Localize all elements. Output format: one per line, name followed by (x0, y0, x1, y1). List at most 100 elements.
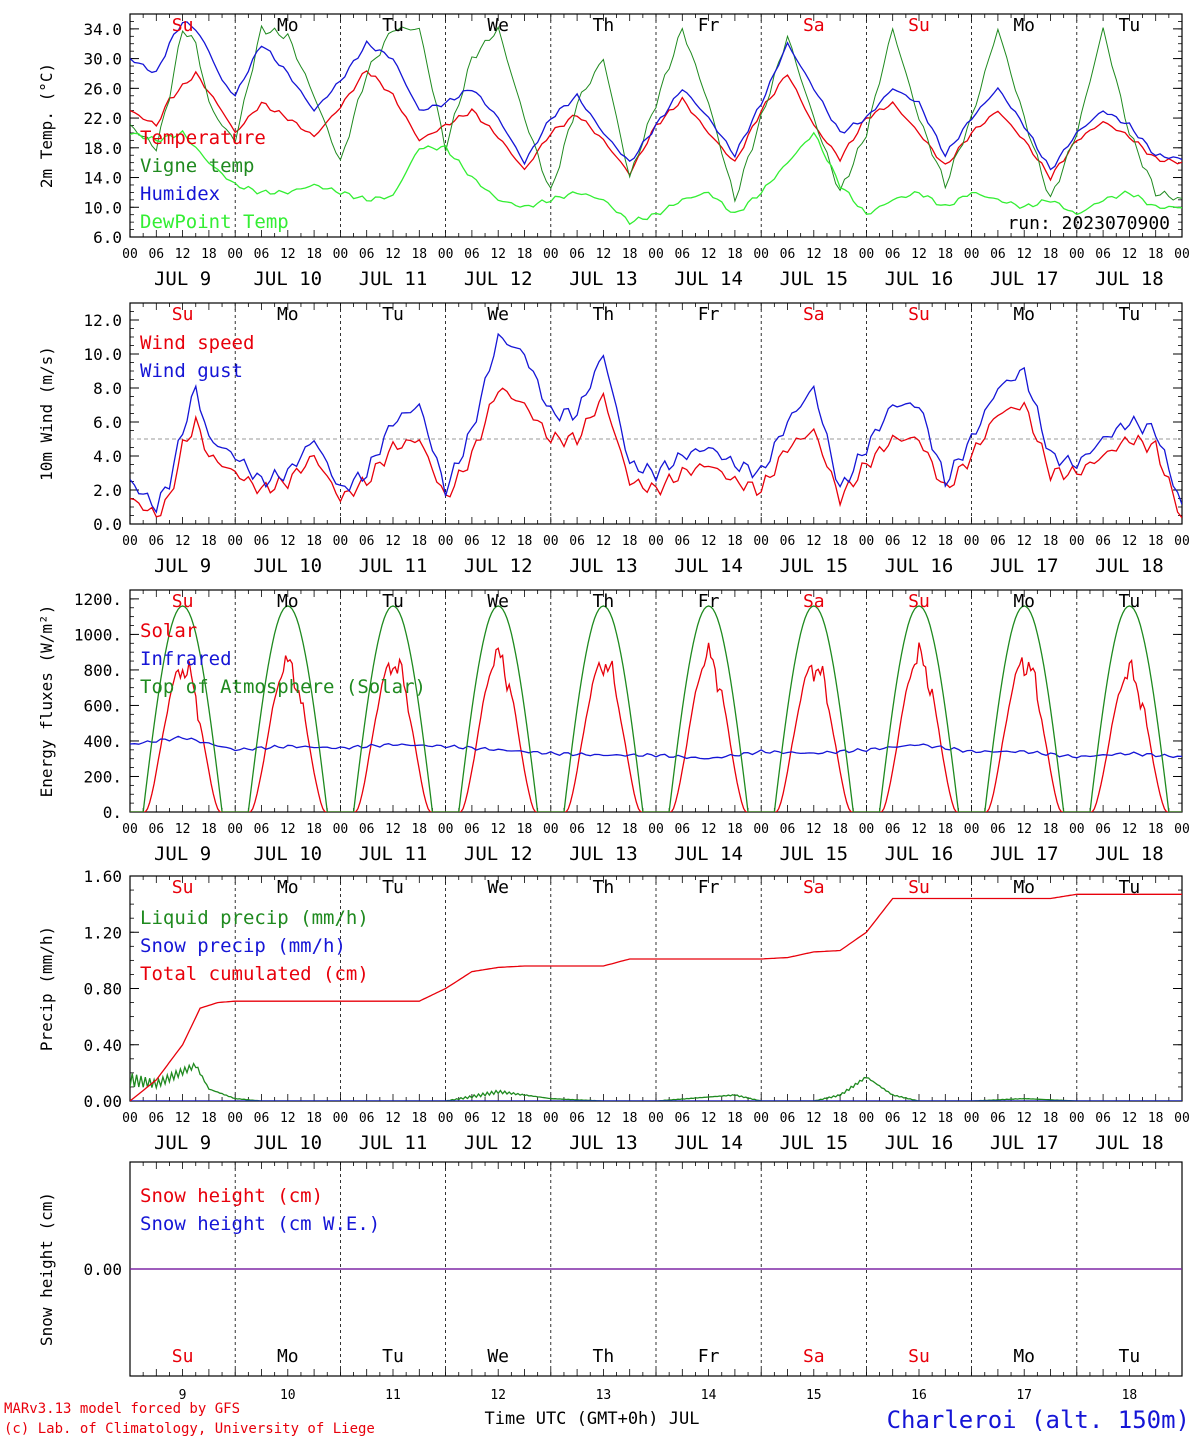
weekday-label: Mo (1013, 15, 1035, 36)
hour-tick-label: 12 (596, 247, 612, 262)
credit-line-2: (c) Lab. of Climatology, University of L… (4, 1421, 375, 1437)
hour-tick-label: 18 (1148, 1111, 1164, 1126)
date-label: JUL 18 (1095, 268, 1164, 290)
y-tick-label: 1000. (74, 625, 122, 644)
hour-tick-label: 18 (937, 1111, 953, 1126)
weekday-label: Su (908, 304, 930, 325)
y-tick-label: 6.0 (93, 413, 122, 432)
hour-tick-label: 06 (780, 822, 796, 837)
date-label: JUL 14 (674, 843, 743, 865)
hour-tick-label: 00 (648, 247, 664, 262)
legend-entry: Solar (140, 620, 197, 642)
series-line-infrared (130, 735, 1182, 760)
hour-tick-label: 06 (569, 534, 585, 549)
y-tick-label: 14.0 (83, 169, 122, 188)
weekday-label: Th (593, 877, 615, 898)
hour-tick-label: 06 (464, 534, 480, 549)
hour-tick-label: 12 (806, 534, 822, 549)
hour-tick-label: 00 (648, 534, 664, 549)
hour-tick-label: 18 (937, 247, 953, 262)
hour-tick-label: 18 (517, 822, 533, 837)
y-tick-label: 0.40 (83, 1036, 122, 1055)
hour-tick-label: 12 (280, 534, 296, 549)
hour-tick-label: 00 (1174, 822, 1190, 837)
hour-tick-label: 18 (411, 534, 427, 549)
hour-tick-label: 12 (701, 534, 717, 549)
series-line-top-of-atmosphere-solar- (130, 605, 1182, 812)
hour-tick-label: 00 (1174, 1111, 1190, 1126)
weekday-label: Mo (1013, 591, 1035, 612)
y-tick-label: 0. (103, 803, 122, 822)
hour-tick-label: 18 (517, 1111, 533, 1126)
hour-tick-label: 18 (1043, 822, 1059, 837)
hour-tick-label: 18 (201, 1111, 217, 1126)
y-tick-label: 1200. (74, 590, 122, 609)
hour-tick-label: 00 (964, 534, 980, 549)
hour-tick-label: 06 (569, 1111, 585, 1126)
hour-tick-label: 00 (859, 247, 875, 262)
weekday-label: Tu (1119, 15, 1141, 36)
hour-tick-label: 18 (622, 534, 638, 549)
hour-tick-label: 18 (622, 822, 638, 837)
hour-tick-label: 18 (832, 1111, 848, 1126)
hour-tick-label: 18 (832, 822, 848, 837)
day-number-label: 17 (1016, 1388, 1032, 1403)
hour-tick-label: 00 (543, 247, 559, 262)
hour-tick-label: 00 (1069, 247, 1085, 262)
hour-tick-label: 00 (1174, 247, 1190, 262)
y-axis-label: 2m Temp. (°C) (37, 63, 56, 188)
date-label: JUL 18 (1095, 555, 1164, 577)
hour-tick-label: 00 (438, 534, 454, 549)
hour-tick-label: 18 (1043, 247, 1059, 262)
hour-tick-label: 12 (806, 1111, 822, 1126)
weekday-label: Th (593, 304, 615, 325)
hour-tick-label: 00 (227, 247, 243, 262)
date-label: JUL 9 (154, 555, 211, 577)
hour-tick-label: 18 (937, 534, 953, 549)
hour-tick-label: 18 (201, 247, 217, 262)
weekday-label: Mo (1013, 877, 1035, 898)
day-number-label: 13 (596, 1388, 612, 1403)
hour-tick-label: 00 (438, 1111, 454, 1126)
hour-tick-label: 12 (1016, 534, 1032, 549)
hour-tick-label: 00 (1069, 534, 1085, 549)
hour-tick-label: 12 (1122, 534, 1138, 549)
weekday-label: Tu (1119, 591, 1141, 612)
hour-tick-label: 06 (885, 822, 901, 837)
weekday-label: Fr (698, 591, 720, 612)
y-tick-label: 200. (83, 767, 122, 786)
weekday-label: Sa (803, 877, 825, 898)
date-label: JUL 12 (464, 1132, 533, 1154)
weekday-label: Fr (698, 304, 720, 325)
date-label: JUL 14 (674, 1132, 743, 1154)
hour-tick-label: 06 (359, 247, 375, 262)
weekday-label: Su (908, 1346, 930, 1367)
date-label: JUL 16 (885, 555, 954, 577)
legend-entry: Snow precip (mm/h) (140, 935, 346, 957)
hour-tick-label: 06 (990, 247, 1006, 262)
hour-tick-label: 00 (543, 534, 559, 549)
hour-tick-label: 06 (254, 534, 270, 549)
hour-tick-label: 18 (306, 247, 322, 262)
hour-tick-label: 12 (1016, 822, 1032, 837)
hour-tick-label: 00 (227, 534, 243, 549)
weekday-label: Sa (803, 591, 825, 612)
hour-tick-label: 06 (569, 822, 585, 837)
y-tick-label: 8.0 (93, 379, 122, 398)
weekday-label: We (487, 304, 509, 325)
hour-tick-label: 12 (806, 247, 822, 262)
date-label: JUL 13 (569, 555, 638, 577)
weekday-label: Su (172, 591, 194, 612)
station-label: Charleroi (alt. 150m) (887, 1406, 1190, 1434)
date-label: JUL 16 (885, 843, 954, 865)
hour-tick-label: 12 (280, 822, 296, 837)
date-label: JUL 13 (569, 268, 638, 290)
hour-tick-label: 00 (964, 822, 980, 837)
date-label: JUL 10 (253, 843, 322, 865)
weekday-label: Tu (1119, 877, 1141, 898)
hour-tick-label: 06 (1095, 822, 1111, 837)
hour-tick-label: 00 (964, 247, 980, 262)
hour-tick-label: 06 (254, 1111, 270, 1126)
hour-tick-label: 06 (148, 822, 164, 837)
x-axis-label: Time UTC (GMT+0h) JUL (485, 1409, 700, 1429)
